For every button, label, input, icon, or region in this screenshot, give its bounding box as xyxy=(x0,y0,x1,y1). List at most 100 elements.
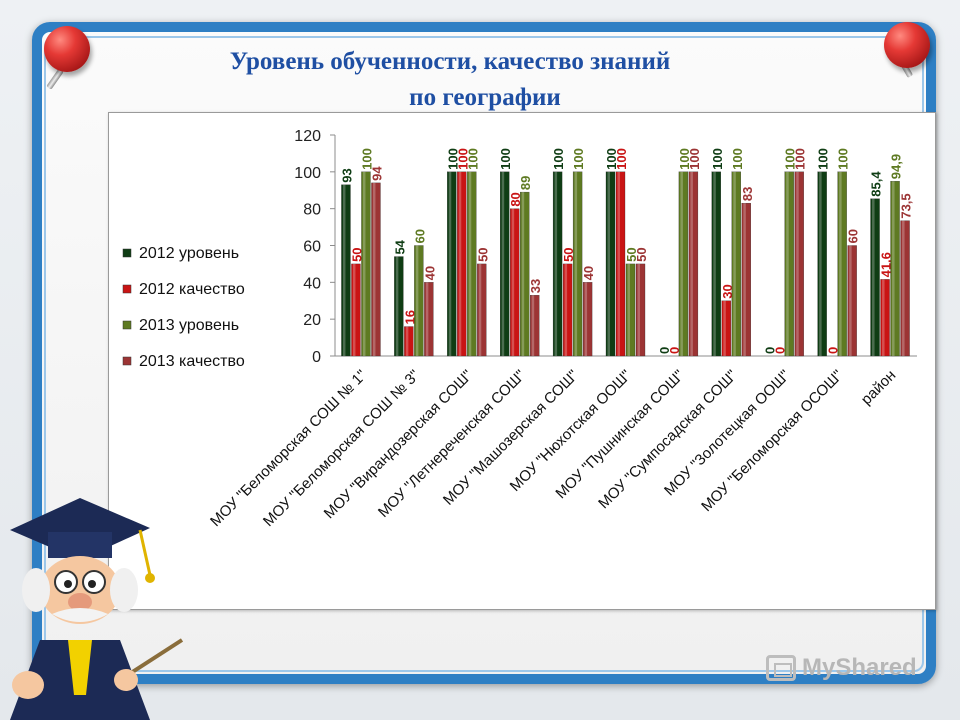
data-label: 100 xyxy=(551,148,566,170)
bar-highlight xyxy=(680,171,683,356)
bar xyxy=(635,263,646,357)
bar xyxy=(741,202,751,357)
data-label: 100 xyxy=(836,148,851,170)
bar-highlight xyxy=(501,171,505,356)
bar xyxy=(784,171,794,357)
data-label: 94 xyxy=(369,166,384,181)
bar-highlight xyxy=(478,263,482,356)
data-label: 30 xyxy=(720,284,735,298)
bar xyxy=(817,171,827,357)
data-label: 100 xyxy=(571,148,586,170)
bar xyxy=(572,171,583,357)
bar xyxy=(721,300,731,357)
legend-entry: 2013 уровень xyxy=(139,317,239,334)
bar-highlight xyxy=(819,171,822,356)
data-label: 50 xyxy=(475,247,490,261)
bar xyxy=(530,295,540,357)
bar-highlight xyxy=(395,256,399,356)
bar xyxy=(414,245,424,357)
data-label: 33 xyxy=(528,279,543,293)
legend-marker xyxy=(122,320,132,330)
bar xyxy=(520,191,530,357)
bar-highlight xyxy=(448,171,452,356)
y-tick-label: 100 xyxy=(294,165,321,182)
bar-highlight xyxy=(723,300,726,356)
pushpin-right-icon xyxy=(884,22,930,68)
bar xyxy=(457,171,467,357)
data-label: 0 xyxy=(826,347,841,354)
bar-highlight xyxy=(531,295,535,356)
slide-title: Уровень обученности, качество знаний по … xyxy=(170,44,730,116)
bar-highlight xyxy=(690,171,693,356)
bar xyxy=(688,171,699,357)
bar xyxy=(404,326,414,357)
bar xyxy=(361,171,371,357)
bar xyxy=(371,182,381,357)
bar xyxy=(711,171,721,357)
data-label: 50 xyxy=(634,247,649,261)
legend-entry: 2012 качество xyxy=(139,281,245,298)
legend-entry: 2012 уровень xyxy=(139,245,239,262)
bar xyxy=(678,171,689,357)
data-label: 60 xyxy=(412,229,427,243)
bar-highlight xyxy=(796,171,799,356)
data-label: 100 xyxy=(614,148,629,170)
bar-highlight xyxy=(352,263,356,356)
bar xyxy=(837,171,847,357)
data-label: 73,5 xyxy=(899,193,914,218)
projector-icon xyxy=(766,655,796,681)
bar xyxy=(447,171,457,357)
data-label: 0 xyxy=(657,347,672,354)
bar xyxy=(394,256,404,357)
data-label: 100 xyxy=(783,148,798,170)
bar-highlight xyxy=(849,245,852,356)
bar xyxy=(477,263,487,357)
data-label: 100 xyxy=(793,148,808,170)
data-label: 100 xyxy=(465,148,480,170)
bar xyxy=(847,245,857,357)
data-label: 0 xyxy=(667,347,682,354)
bar xyxy=(794,171,804,357)
bar xyxy=(341,184,351,357)
bar xyxy=(582,282,593,357)
bar xyxy=(467,171,477,357)
bar-highlight xyxy=(425,282,429,356)
y-tick-label: 0 xyxy=(312,349,321,366)
data-label: 100 xyxy=(816,148,831,170)
data-label: 0 xyxy=(773,347,788,354)
bar-highlight xyxy=(627,263,630,356)
bar-highlight xyxy=(511,208,515,356)
bar-highlight xyxy=(617,171,620,356)
y-tick-label: 40 xyxy=(303,275,321,292)
data-label: 100 xyxy=(359,148,374,170)
data-label: 89 xyxy=(518,176,533,190)
chart-panel: 0 20 40 60 80 100 120 93 50 100 94 МОУ "Беломорская… xyxy=(108,112,936,610)
pushpin-left-icon xyxy=(44,26,90,72)
bar xyxy=(351,263,361,357)
data-label: 94,9 xyxy=(889,154,904,179)
data-label: 100 xyxy=(710,148,725,170)
data-label: 50 xyxy=(561,247,576,261)
bar-highlight xyxy=(584,282,588,356)
bar xyxy=(605,171,616,357)
y-tick-label: 20 xyxy=(303,312,321,329)
bar xyxy=(870,198,880,357)
data-label: 100 xyxy=(730,148,745,170)
bar-highlight xyxy=(342,184,346,356)
bar-highlight xyxy=(372,182,376,356)
data-label: 50 xyxy=(624,247,639,261)
bar-highlight xyxy=(574,171,578,356)
bar-highlight xyxy=(733,171,736,356)
data-label: 93 xyxy=(339,168,354,182)
bar xyxy=(424,282,434,357)
data-label: 0 xyxy=(763,347,778,354)
data-label: 100 xyxy=(604,148,619,170)
data-label: 40 xyxy=(581,266,596,280)
data-label: 85,4 xyxy=(869,171,884,197)
bar-highlight xyxy=(521,192,525,356)
bar-highlight xyxy=(892,181,895,356)
legend-entry: 2013 качество xyxy=(139,353,245,370)
data-label: 100 xyxy=(687,148,702,170)
y-tick-label: 120 xyxy=(294,128,321,145)
